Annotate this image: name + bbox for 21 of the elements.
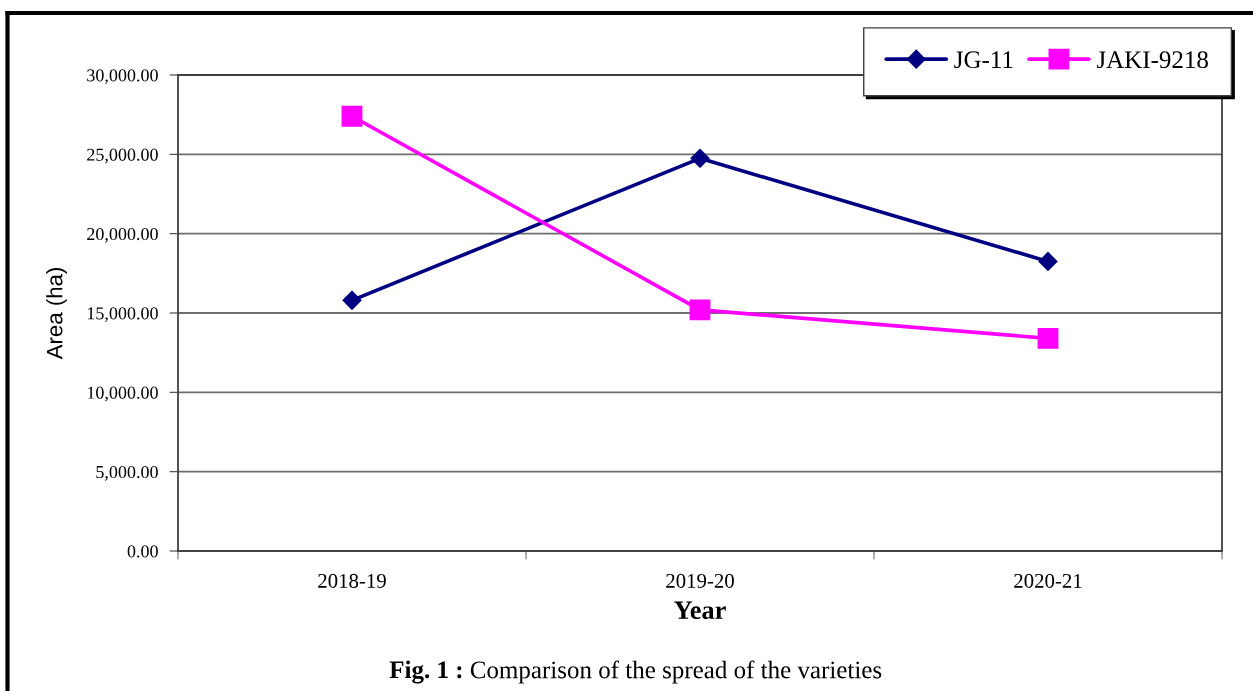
x-tick-label: 2020-21 — [1014, 573, 1082, 588]
y-axis-title: Area (ha) — [46, 268, 67, 360]
x-tick-label: 2018-19 — [318, 573, 386, 588]
x-axis-title: Year — [674, 601, 726, 620]
point — [341, 105, 363, 127]
legend-label: JG-11 — [954, 51, 1013, 69]
point — [1038, 251, 1058, 271]
y-tick-label: 30,000.00 — [87, 69, 158, 85]
caption: Fig. 1 : Comparison of the spread of the varieties — [389, 660, 882, 684]
x-tick-label: 2019-20 — [666, 573, 734, 588]
y-tick-label: 25,000.00 — [87, 148, 158, 164]
legend-label: JAKI-9218 — [1096, 51, 1208, 69]
point — [689, 299, 711, 321]
y-tick-label: 15,000.00 — [87, 307, 158, 323]
point — [690, 148, 710, 168]
y-tick-label: 5,000.00 — [96, 465, 158, 481]
point — [1037, 327, 1059, 349]
point — [342, 290, 362, 310]
y-tick-label: 20,000.00 — [87, 227, 158, 243]
y-tick-label: 10,000.00 — [87, 386, 158, 402]
y-tick-label: 0.00 — [127, 545, 158, 558]
